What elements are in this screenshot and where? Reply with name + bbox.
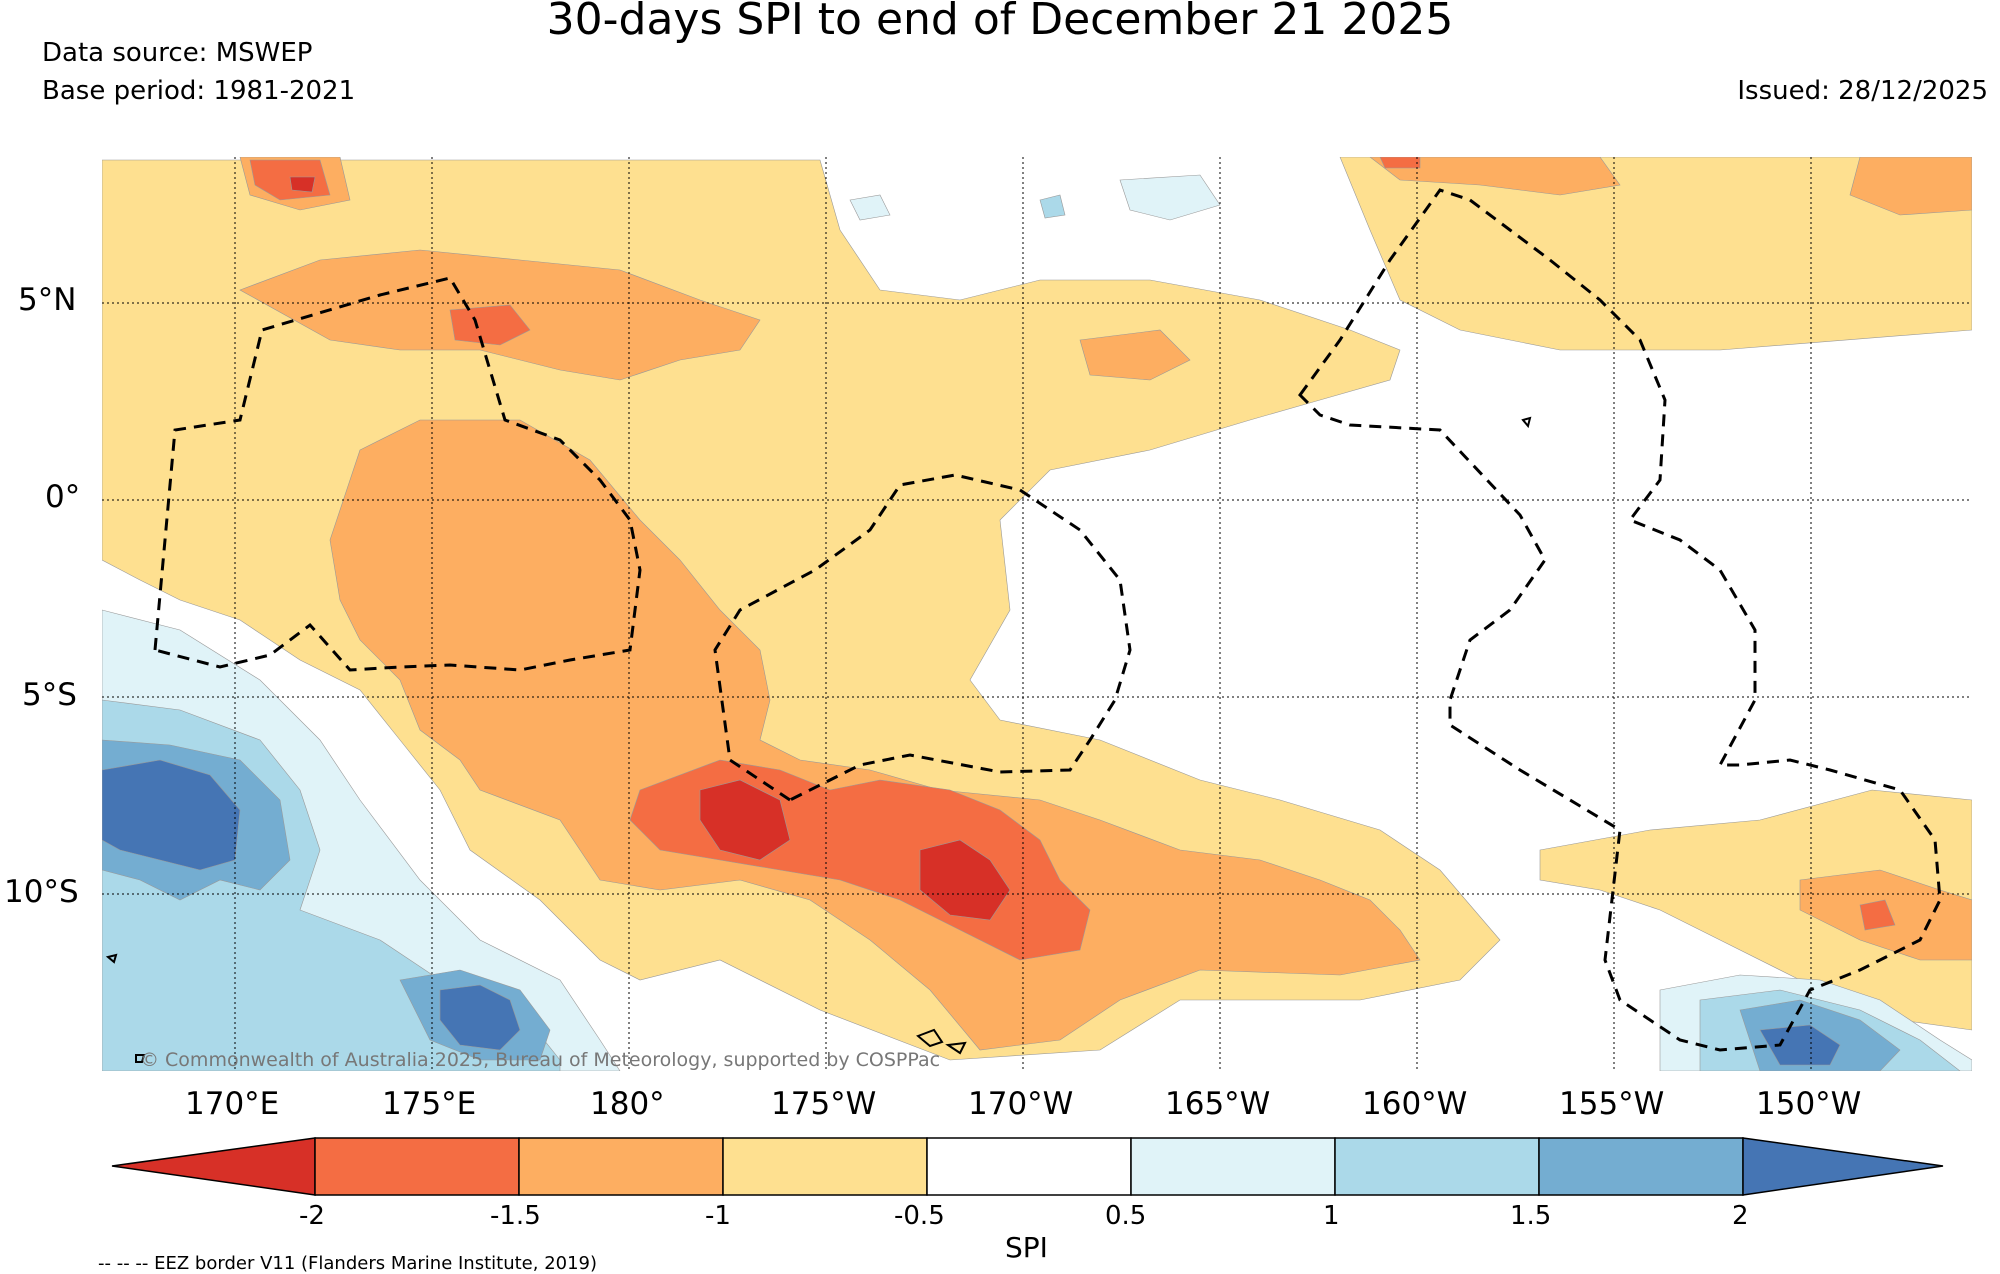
lon-label-175w: 175°W <box>771 1086 877 1122</box>
lat-label-5n: 5°N <box>18 282 77 318</box>
lon-label-160w: 160°W <box>1362 1086 1468 1122</box>
eez-border <box>153 188 1942 1052</box>
lon-label-175e: 175°E <box>382 1086 477 1122</box>
colorbar-tick: -2 <box>299 1201 325 1231</box>
lon-label-170e: 170°E <box>185 1086 280 1122</box>
spi-field <box>102 157 1972 1071</box>
lon-label-165w: 165°W <box>1165 1086 1271 1122</box>
lon-label-180: 180° <box>590 1086 665 1122</box>
data-source: Data source: MSWEP <box>42 38 313 68</box>
lon-label-170w: 170°W <box>968 1086 1074 1122</box>
lon-label-155w: 155°W <box>1559 1086 1665 1122</box>
colorbar-tick: 1.5 <box>1510 1201 1552 1231</box>
colorbar-tick: -1.5 <box>490 1201 541 1231</box>
colorbar-tick: 0.5 <box>1105 1201 1147 1231</box>
colorbar-tick: 2 <box>1732 1201 1749 1231</box>
colorbar-label: SPI <box>1005 1231 1048 1264</box>
copyright-notice: © Commonwealth of Australia 2025, Bureau… <box>140 1049 941 1071</box>
lat-label-10s: 10°S <box>4 874 79 910</box>
colorbar-tick: -1 <box>705 1201 731 1231</box>
colorbar <box>111 1137 1944 1196</box>
colorbar-tick: -0.5 <box>894 1201 945 1231</box>
lat-label-0: 0° <box>45 479 81 515</box>
lon-label-150w: 150°W <box>1756 1086 1862 1122</box>
issued-date: Issued: 28/12/2025 <box>1737 76 1988 106</box>
base-period: Base period: 1981-2021 <box>42 76 356 106</box>
colorbar-tick: 1 <box>1323 1201 1340 1231</box>
map-title: 30-days SPI to end of December 21 2025 <box>546 0 1454 45</box>
lat-label-5s: 5°S <box>22 677 77 713</box>
eez-legend-note: -- -- -- EEZ border V11 (Flanders Marine… <box>98 1253 598 1274</box>
